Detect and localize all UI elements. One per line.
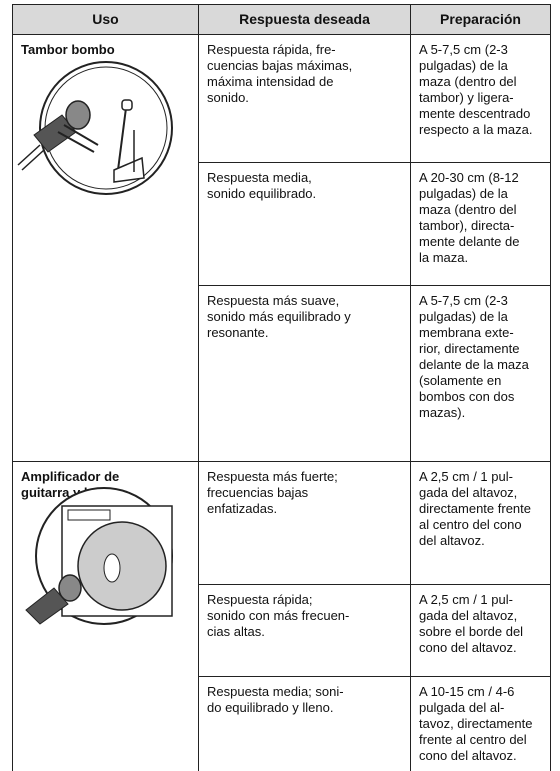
text-line: tavoz, directamente (419, 716, 533, 731)
text-line: resonante. (207, 325, 269, 340)
preparation-cell: A 5-7,5 cm (2-3 pulgadas) de la membrana e… (410, 285, 551, 461)
preparation-cell: A 2,5 cm / 1 pul-gada del altavoz, sobre … (410, 584, 551, 676)
text-line: frente al centro del (419, 732, 527, 747)
response-cell: Respuesta media, sonido equilibrado. (198, 162, 410, 285)
text-line: pulgadas) de la (419, 58, 508, 73)
text-line: gada del altavoz, (419, 608, 518, 623)
text-line: bombos con dos (419, 389, 515, 404)
response-cell: Respuesta rápida, fre-cuencias bajas máx… (198, 34, 410, 162)
text-line: cono del altavoz. (419, 640, 517, 655)
text-line: del altavoz. (419, 533, 485, 548)
text-line: maza (dentro del (419, 74, 517, 89)
text-line: A 5-7,5 cm (2-3 (419, 293, 508, 308)
response-cell: Respuesta media; soni-do equilibrado y l… (198, 676, 410, 771)
text-line: mazas). (419, 405, 466, 420)
text-line: A 5-7,5 cm (2-3 (419, 42, 508, 57)
text-line: pulgadas) de la (419, 309, 508, 324)
text-line: gada del altavoz, (419, 485, 518, 500)
text-line: mente delante de (419, 234, 520, 249)
text-line: mente descentrado (419, 106, 531, 121)
preparation-cell: A 20-30 cm (8-12 pulgadas) de la maza (den… (410, 162, 551, 285)
header-cell: Preparación (410, 4, 551, 35)
text-line: A 10-15 cm / 4-6 (419, 684, 515, 699)
response-cell: Respuesta más fuerte; frecuencias bajas en… (198, 461, 410, 584)
text-line: (solamente en (419, 373, 502, 388)
text-line: tambor) y ligera- (419, 90, 514, 105)
text-line: Amplificador de (21, 469, 120, 484)
text-line: delante de la maza (419, 357, 529, 372)
preparation-cell: A 10-15 cm / 4-6 pulgada del al-tavoz, di… (410, 676, 551, 771)
text-line: A 20-30 cm (8-12 (419, 170, 519, 185)
text-line: A 2,5 cm / 1 pul- (419, 469, 513, 484)
text-line: enfatizadas. (207, 501, 278, 516)
text-line: pulgadas) de la (419, 186, 508, 201)
text-line: Respuesta más suave, (207, 293, 340, 308)
text-line: Respuesta rápida; (207, 592, 313, 607)
text-line: la maza. (419, 250, 469, 265)
text-line: cias altas. (207, 624, 265, 639)
text-line: do equilibrado y lleno. (207, 700, 334, 715)
text-line: A 2,5 cm / 1 pul- (419, 592, 513, 607)
use-cell: Tambor bombo (12, 34, 198, 461)
text-line: rior, directamente (419, 341, 520, 356)
preparation-cell: A 2,5 cm / 1 pul-gada del altavoz, direct… (410, 461, 551, 584)
preparation-cell: A 5-7,5 cm (2-3 pulgadas) de la maza (dent… (410, 34, 551, 162)
text-line: al centro del cono (419, 517, 522, 532)
use-cell: Amplificador de guitarra y bajo (12, 461, 198, 771)
text-line: membrana exte- (419, 325, 514, 340)
header-cell: Uso (12, 4, 198, 35)
text-line: máxima intensidad de (207, 74, 334, 89)
text-line: Tambor bombo (21, 42, 115, 57)
text-line: sonido con más frecuen- (207, 608, 350, 623)
text-line: tambor), directa- (419, 218, 515, 233)
header-cell: Respuesta deseada (198, 4, 410, 35)
text-line: Respuesta media, (207, 170, 312, 185)
response-cell: Respuesta rápida; sonido con más frecuen-… (198, 584, 410, 676)
text-line: Respuesta rápida, fre- (207, 42, 336, 57)
text-line: sobre el borde del (419, 624, 524, 639)
text-line: Respuesta media; soni- (207, 684, 344, 699)
text-line: respecto a la maza. (419, 122, 533, 137)
amp-illustration (25, 487, 173, 625)
text-line: cono del altavoz. (419, 748, 517, 763)
text-line: cuencias bajas máximas, (207, 58, 353, 73)
text-line: frecuencias bajas (207, 485, 309, 500)
text-line: pulgada del al- (419, 700, 505, 715)
text-line: sonido. (207, 90, 249, 105)
drum-illustration (17, 61, 173, 195)
text-line: directamente frente (419, 501, 532, 516)
response-cell: Respuesta más suave, sonido más equilibra… (198, 285, 410, 461)
text-line: sonido más equilibrado y (207, 309, 351, 324)
text-line: maza (dentro del (419, 202, 517, 217)
text-line: sonido equilibrado. (207, 186, 317, 201)
text-line: Respuesta más fuerte; (207, 469, 338, 484)
